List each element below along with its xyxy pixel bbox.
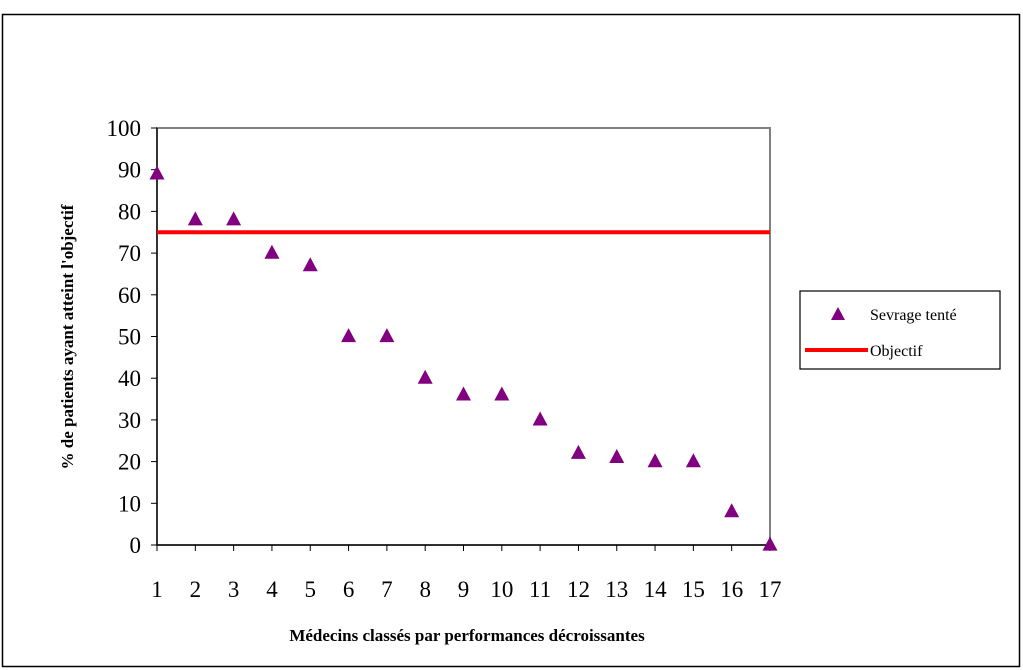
y-tick-label: 60 — [118, 283, 141, 308]
data-point-triangle — [341, 328, 357, 343]
data-point-triangle — [609, 449, 625, 464]
series-layer — [149, 165, 778, 551]
legend-label-sevrage: Sevrage tenté — [870, 307, 957, 324]
plot-area — [156, 127, 771, 546]
data-point-triangle — [149, 165, 165, 180]
y-tick-label: 30 — [118, 408, 141, 433]
y-tick-label: 20 — [118, 450, 141, 475]
data-point-triangle — [724, 503, 740, 518]
x-tick-label: 4 — [266, 577, 278, 602]
y-tick-label: 100 — [107, 116, 142, 141]
y-tick-label: 50 — [118, 325, 141, 350]
x-tick-label: 8 — [419, 577, 431, 602]
x-tick-label: 9 — [458, 577, 470, 602]
x-tick-label: 2 — [190, 577, 202, 602]
data-point-triangle — [685, 453, 701, 468]
x-tick-label: 13 — [605, 577, 628, 602]
y-tick-label: 70 — [118, 241, 141, 266]
legend-label-objectif: Objectif — [870, 343, 923, 360]
x-tick-label: 7 — [381, 577, 393, 602]
data-point-triangle — [226, 211, 242, 226]
data-point-triangle — [187, 211, 203, 226]
legend-box — [799, 290, 1001, 370]
data-point-triangle — [264, 244, 280, 259]
data-point-triangle — [379, 328, 395, 343]
data-point-triangle — [302, 257, 318, 272]
y-tick-label: 0 — [130, 533, 142, 558]
data-point-triangle — [494, 386, 510, 401]
x-axis-title: Médecins classés par performances décroi… — [289, 626, 645, 645]
legend-triangle-icon — [831, 307, 845, 320]
x-tick-label: 3 — [228, 577, 240, 602]
x-tick-label: 11 — [529, 577, 551, 602]
data-point-triangle — [570, 444, 586, 459]
x-tick-label: 14 — [644, 577, 668, 602]
data-point-triangle — [456, 386, 471, 401]
x-tick-label: 16 — [720, 577, 743, 602]
x-tick-label: 1 — [151, 577, 163, 602]
x-tick-label: 15 — [682, 577, 705, 602]
x-tick-label: 6 — [343, 577, 355, 602]
data-point-triangle — [532, 411, 548, 426]
data-point-triangle — [647, 453, 663, 468]
data-point-triangle — [417, 369, 433, 384]
x-axis: 1 2 3 4 5 6 7 8 9 10 11 12 13 14 15 16 17 — [151, 544, 782, 602]
x-tick-label: 12 — [567, 577, 590, 602]
x-tick-label: 10 — [490, 577, 513, 602]
x-tick-label: 17 — [759, 577, 782, 602]
y-axis: 0 10 20 30 40 50 60 70 80 90 100 — [107, 116, 158, 558]
data-point-triangle — [762, 536, 778, 551]
y-tick-label: 10 — [118, 491, 141, 516]
y-tick-label: 40 — [118, 366, 141, 391]
x-tick-label: 5 — [305, 577, 317, 602]
y-axis-title: % de patients ayant atteint l'objectif — [58, 204, 77, 469]
legend: Sevrage tenté Objectif — [799, 290, 1001, 370]
y-tick-label: 90 — [118, 158, 141, 183]
y-tick-label: 80 — [118, 199, 141, 224]
